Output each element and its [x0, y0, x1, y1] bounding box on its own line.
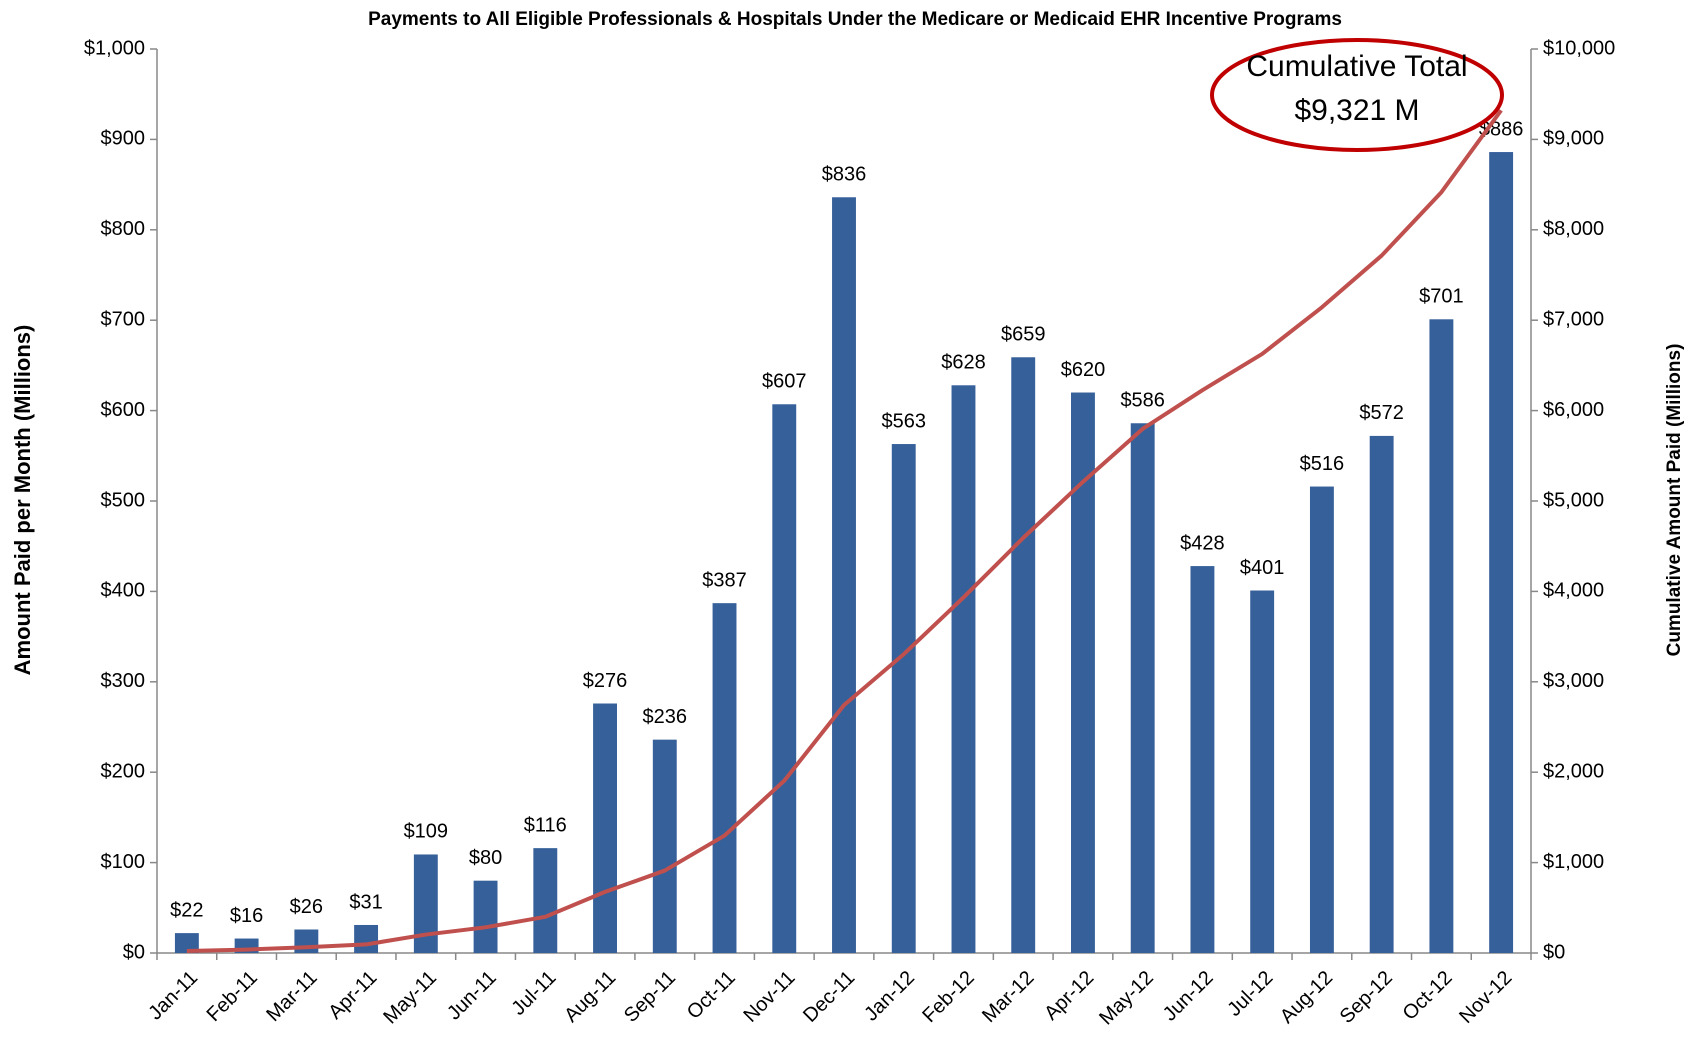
- y-axis-title: Amount Paid per Month (Millions): [10, 325, 35, 676]
- bar: [1071, 392, 1095, 953]
- bar: [1429, 319, 1454, 953]
- x-tick-label: Jan-12: [860, 967, 919, 1026]
- annotation-text: Cumulative Total: [1246, 50, 1467, 83]
- bar: [652, 739, 677, 953]
- y2-tick-label: $5,000: [1543, 489, 1604, 511]
- y2-tick-label: $10,000: [1543, 37, 1615, 59]
- y2-tick-label: $9,000: [1543, 128, 1604, 150]
- x-tick-label: Jun-11: [443, 967, 501, 1025]
- bar: [1190, 566, 1215, 953]
- y-tick-label: $100: [101, 851, 146, 873]
- data-label: $22: [170, 899, 203, 921]
- x-tick-label: Jan-11: [144, 967, 202, 1025]
- y-tick-label: $700: [101, 308, 146, 330]
- x-tick-label: Aug-12: [1276, 967, 1337, 1028]
- y2-tick-label: $4,000: [1543, 580, 1604, 602]
- bar: [951, 385, 976, 954]
- bar: [174, 933, 199, 953]
- x-tick-label: Nov-11: [739, 967, 799, 1027]
- bar: [354, 924, 379, 953]
- bar: [1309, 486, 1334, 953]
- bar: [533, 848, 558, 953]
- data-label: $572: [1359, 402, 1404, 424]
- bar: [1369, 435, 1394, 953]
- y-tick-label: $800: [101, 218, 146, 240]
- data-label: $563: [881, 410, 926, 432]
- annotation-text: $9,321 M: [1294, 94, 1419, 127]
- bar: [593, 703, 617, 953]
- y2-tick-label: $7,000: [1543, 308, 1604, 330]
- data-label: $428: [1180, 532, 1225, 554]
- y-tick-label: $500: [101, 489, 146, 511]
- x-tick-label: Feb-12: [918, 967, 978, 1027]
- x-tick-label: Aug-11: [560, 967, 620, 1027]
- data-label: $401: [1240, 557, 1285, 579]
- bar: [473, 880, 498, 953]
- x-tick-label: Feb-11: [203, 967, 262, 1026]
- x-tick-label: Dec-11: [799, 967, 859, 1027]
- data-label: $236: [643, 706, 688, 728]
- data-label: $659: [1001, 324, 1046, 346]
- cumulative-line: [186, 109, 1503, 954]
- bar: [1130, 423, 1155, 954]
- y-tick-label: $400: [101, 580, 146, 602]
- bar: [891, 444, 916, 953]
- y2-tick-label: $3,000: [1543, 670, 1604, 692]
- data-label: $276: [583, 670, 628, 692]
- x-tick-label: Sep-12: [1336, 967, 1397, 1028]
- x-tick-label: May-12: [1095, 967, 1158, 1030]
- y2-tick-label: $2,000: [1543, 760, 1604, 782]
- data-label: $80: [469, 847, 502, 869]
- data-label: $586: [1120, 390, 1165, 412]
- x-tick-label: Jul-12: [1223, 967, 1277, 1021]
- bar: [832, 197, 856, 954]
- bar: [712, 603, 737, 953]
- bar: [1489, 152, 1514, 953]
- chart-title: Payments to All Eligible Professionals &…: [368, 9, 1342, 30]
- y-tick-label: $300: [101, 670, 146, 692]
- data-label: $701: [1419, 286, 1464, 308]
- data-label: $26: [290, 896, 323, 918]
- data-label: $387: [702, 569, 747, 591]
- bar: [413, 854, 438, 953]
- y-tick-label: $900: [101, 128, 146, 150]
- annotation-ellipse: [1210, 38, 1504, 152]
- x-tick-label: Oct-12: [1399, 967, 1457, 1025]
- data-label: $31: [349, 891, 382, 913]
- y2-tick-label: $6,000: [1543, 399, 1604, 421]
- y2-axis-title: Cumulative Amount Paid (Millions): [1664, 344, 1685, 657]
- data-label: $836: [822, 164, 867, 186]
- bar: [1011, 357, 1036, 953]
- y-tick-label: $1,000: [84, 37, 145, 59]
- x-tick-label: Mar-11: [262, 967, 321, 1026]
- x-tick-label: Apr-11: [324, 967, 381, 1024]
- data-label: $16: [230, 905, 263, 927]
- x-tick-label: Mar-12: [978, 967, 1038, 1027]
- y-tick-label: $600: [101, 399, 146, 421]
- data-label: $620: [1061, 359, 1106, 381]
- y2-tick-label: $1,000: [1543, 851, 1604, 873]
- bar: [772, 404, 797, 954]
- x-tick-label: Jul-11: [508, 967, 561, 1020]
- x-tick-label: Jun-12: [1159, 967, 1218, 1026]
- data-label: $607: [762, 371, 807, 393]
- x-tick-label: May-11: [379, 967, 441, 1029]
- y2-tick-label: $8,000: [1543, 218, 1604, 240]
- data-label: $516: [1300, 453, 1345, 475]
- data-label: $109: [404, 821, 449, 843]
- y-tick-label: $0: [123, 941, 145, 963]
- x-tick-label: Sep-11: [620, 967, 680, 1027]
- x-tick-label: Oct-11: [683, 967, 740, 1024]
- x-tick-label: Nov-12: [1455, 967, 1516, 1028]
- y2-tick-label: $0: [1543, 941, 1565, 963]
- data-label: $628: [941, 352, 986, 374]
- data-label: $116: [524, 814, 567, 836]
- y-tick-label: $200: [101, 760, 146, 782]
- bar: [1250, 590, 1275, 953]
- x-tick-label: Apr-12: [1040, 967, 1098, 1025]
